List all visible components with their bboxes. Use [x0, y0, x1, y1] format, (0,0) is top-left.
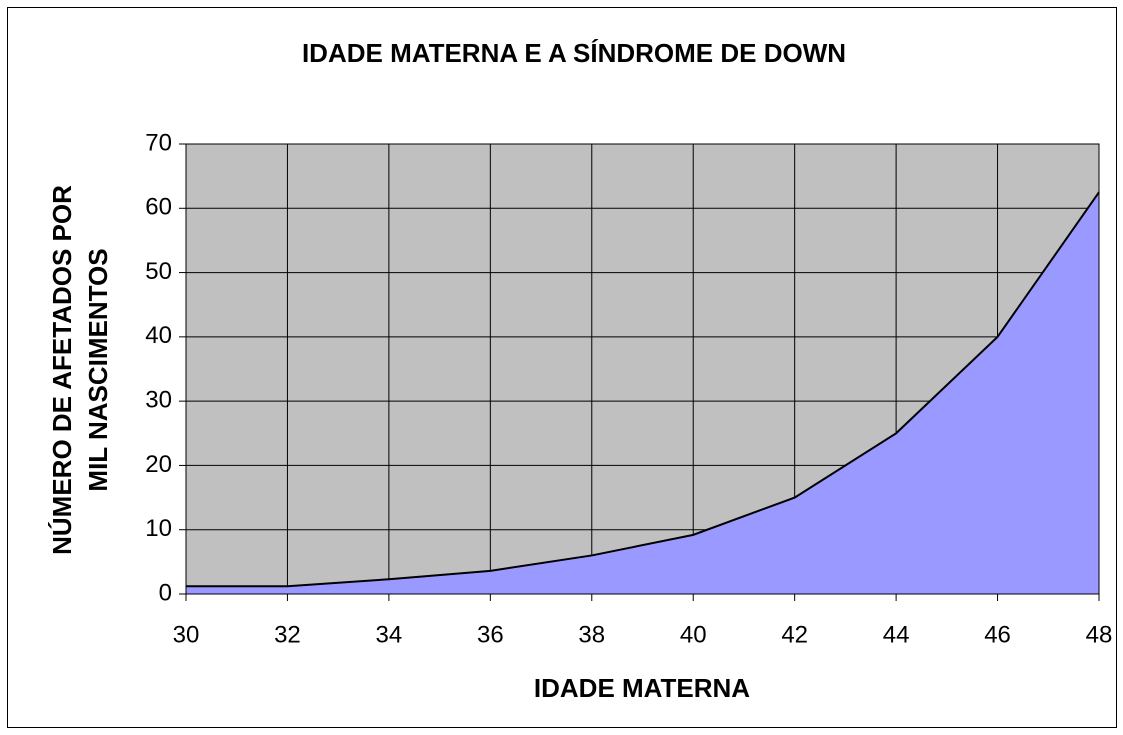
- area: [186, 192, 1099, 594]
- y-tick-label: 0: [159, 579, 172, 606]
- x-tick-label: 36: [477, 621, 504, 648]
- y-tick-label: 20: [145, 451, 172, 478]
- x-tick-label: 34: [376, 621, 403, 648]
- x-tick-label: 38: [578, 621, 605, 648]
- x-tick-label: 42: [781, 621, 808, 648]
- plot-border: [185, 143, 1100, 595]
- line: [186, 191, 1100, 588]
- y-tick-label: 50: [145, 258, 172, 285]
- y-axis-label: NÚMERO DE AFETADOS POR: [47, 185, 77, 555]
- x-tick-label: 46: [984, 621, 1011, 648]
- y-tick-label: 60: [145, 194, 172, 221]
- x-tick-label: 30: [173, 621, 200, 648]
- y-tick-label: 70: [145, 129, 172, 156]
- y-tick-label: 10: [145, 515, 172, 542]
- y-tick-label: 30: [145, 386, 172, 413]
- x-tick-label: 32: [274, 621, 301, 648]
- x-axis-label: IDADE MATERNA: [534, 673, 750, 703]
- x-tick-label: 44: [883, 621, 910, 648]
- x-tick-label: 48: [1086, 621, 1113, 648]
- y-tick-label: 40: [145, 322, 172, 349]
- y-axis-label: MIL NASCIMENTOS: [83, 248, 113, 491]
- x-tick-label: 40: [680, 621, 707, 648]
- chart-title: IDADE MATERNA E A SÍNDROME DE DOWN: [302, 38, 846, 68]
